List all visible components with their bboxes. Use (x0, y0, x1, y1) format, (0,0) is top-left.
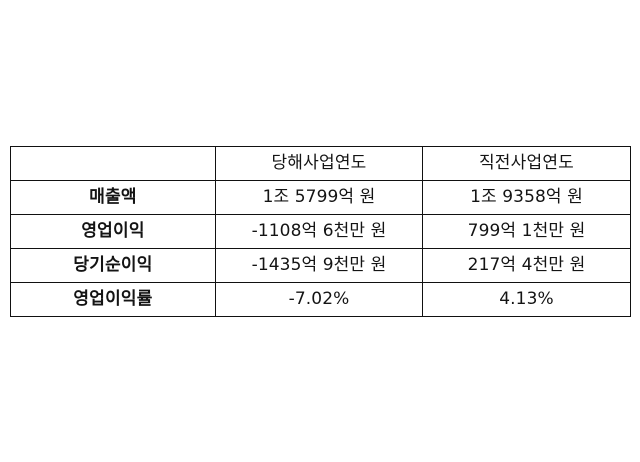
row-label-net-income: 당기순이익 (10, 248, 216, 283)
table-row: 당기순이익 -1435억 9천만 원 217억 4천만 원 (10, 248, 631, 283)
cell-net-income-current: -1435억 9천만 원 (215, 248, 423, 283)
row-label-revenue: 매출액 (10, 180, 216, 215)
table-corner-cell (10, 146, 216, 181)
column-header-current-year: 당해사업연도 (215, 146, 423, 181)
table-body: 매출액 1조 5799억 원 1조 9358억 원 영업이익 -1108억 6천… (10, 180, 631, 317)
row-label-operating-margin: 영업이익률 (10, 282, 216, 317)
cell-operating-profit-current: -1108억 6천만 원 (215, 214, 423, 249)
table-row: 영업이익률 -7.02% 4.13% (10, 282, 631, 317)
cell-revenue-current: 1조 5799억 원 (215, 180, 423, 215)
table-header: 당해사업연도 직전사업연도 (10, 146, 631, 181)
financial-summary-table: 당해사업연도 직전사업연도 매출액 1조 5799억 원 1조 9358억 원 … (10, 146, 631, 317)
financial-summary-table-container: 당해사업연도 직전사업연도 매출액 1조 5799억 원 1조 9358억 원 … (10, 146, 631, 317)
cell-operating-profit-previous: 799억 1천만 원 (422, 214, 631, 249)
table-row: 매출액 1조 5799억 원 1조 9358억 원 (10, 180, 631, 215)
table-header-row: 당해사업연도 직전사업연도 (10, 146, 631, 181)
cell-operating-margin-current: -7.02% (215, 282, 423, 317)
column-header-previous-year: 직전사업연도 (422, 146, 631, 181)
cell-revenue-previous: 1조 9358억 원 (422, 180, 631, 215)
row-label-operating-profit: 영업이익 (10, 214, 216, 249)
cell-net-income-previous: 217억 4천만 원 (422, 248, 631, 283)
cell-operating-margin-previous: 4.13% (422, 282, 631, 317)
table-row: 영업이익 -1108억 6천만 원 799억 1천만 원 (10, 214, 631, 249)
